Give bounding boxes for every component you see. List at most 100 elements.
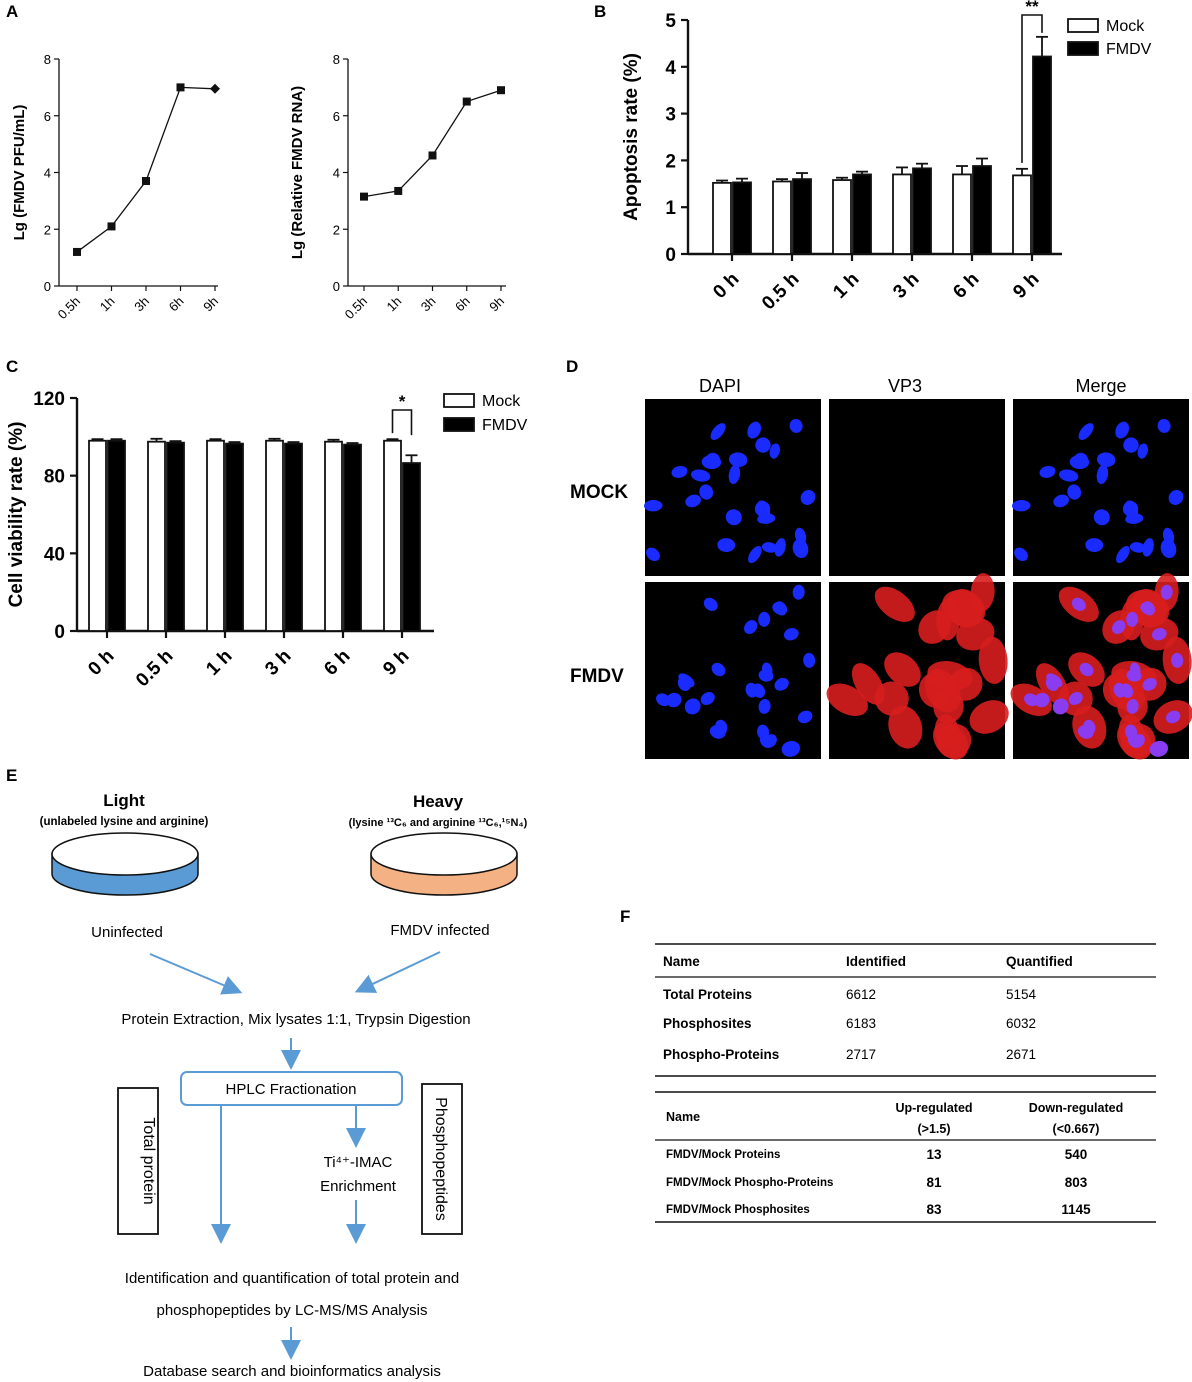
panel-label-d: D [566, 357, 578, 376]
x-tick-label: 1 h [829, 269, 863, 303]
dapi-nucleus [646, 547, 660, 562]
legend-swatch [443, 393, 475, 408]
dapi-nucleus [744, 620, 758, 634]
heavy-title: Heavy [413, 792, 464, 811]
table2-header-down-threshold: (<0.667) [1053, 1122, 1100, 1136]
y-tick-label: 2 [333, 222, 340, 237]
x-tick-label: 0.5 h [758, 269, 803, 314]
y-tick-label: 5 [665, 11, 676, 32]
x-tick-label: 0 h [709, 269, 743, 303]
dapi-nucleus [1127, 734, 1142, 748]
data-point [107, 222, 116, 231]
dapi-nucleus [1149, 740, 1169, 757]
dapi-nucleus [1012, 499, 1031, 512]
table1-header-name: Name [663, 954, 700, 969]
table2-row-up: 83 [926, 1202, 942, 1217]
identification-line-2: phosphopeptides by LC-MS/MS Analysis [157, 1302, 428, 1319]
column-label-dapi: DAPI [699, 376, 741, 396]
dapi-nucleus [769, 443, 781, 459]
data-point [73, 247, 81, 256]
table1-row-quantified: 6032 [1006, 1016, 1036, 1031]
bar [383, 439, 402, 632]
y-tick-label: 0 [333, 279, 340, 294]
table2-header-up: Up-regulated [895, 1101, 972, 1115]
x-tick-label: 9h [200, 294, 221, 315]
dapi-nucleus [1115, 421, 1130, 439]
dapi-nucleus [1142, 601, 1155, 616]
dapi-nucleus [1171, 652, 1184, 668]
dapi-nucleus [709, 725, 726, 739]
legend-label: FMDV [1106, 41, 1152, 58]
dapi-nucleus [725, 509, 742, 526]
y-tick-label: 8 [44, 52, 51, 67]
dapi-nucleus [1079, 662, 1094, 677]
arrow-heavy-to-extraction [354, 951, 441, 993]
legend-label: FMDV [482, 417, 528, 434]
bar [712, 181, 732, 255]
panel-d: D DAPI VP3 Merge MOCK FMDV [566, 357, 1192, 760]
table1-row-name: Phospho-Proteins [663, 1047, 779, 1062]
dapi-nucleus [1052, 698, 1069, 715]
table2-header-name: Name [666, 1110, 700, 1124]
dapi-nucleus [1165, 710, 1181, 724]
dapi-nucleus [1124, 500, 1139, 520]
table2-row-name: FMDV/Mock Phospho-Proteins [666, 1177, 833, 1189]
bar [1012, 174, 1032, 255]
dapi-nucleus [789, 418, 803, 433]
dapi-nucleus [1116, 546, 1130, 564]
row-label-fmdv: FMDV [570, 666, 624, 687]
panel-f: F Name Identified Quantified Total Prote… [620, 907, 1156, 1223]
y-tick-label: 120 [33, 389, 65, 410]
bar [147, 440, 166, 632]
dapi-nucleus [774, 538, 786, 557]
micrograph-fmdv-vp3 [826, 573, 1009, 760]
vp3-stained-cell [969, 700, 1009, 734]
dapi-nucleus [1071, 597, 1086, 611]
dapi-nucleus [1097, 452, 1116, 467]
y-tick-label: 2 [44, 222, 51, 237]
x-tick-label: 6 h [949, 269, 983, 303]
table2-row-name: FMDV/Mock Phosphosites [666, 1204, 810, 1216]
dapi-nucleus [703, 597, 718, 611]
y-tick-label: 4 [44, 166, 51, 181]
x-tick-label: 9 h [1009, 269, 1043, 303]
vp3-stained-cell [918, 610, 952, 644]
dapi-nucleus [699, 484, 714, 500]
dapi-nucleus [1085, 538, 1104, 552]
arrow-light-to-extraction [149, 953, 243, 995]
table2-header-up-threshold: (>1.5) [917, 1122, 950, 1136]
dapi-nucleus [756, 500, 771, 520]
heavy-subtitle: (lysine ¹³C₆ and arginine ¹³C₆,¹⁵N₄) [349, 817, 528, 829]
x-tick-label: 9 h [379, 646, 413, 680]
phosphopeptides-label: Phosphopeptides [432, 1097, 449, 1221]
dapi-nucleus [781, 740, 801, 757]
micrograph-grid [644, 399, 1192, 760]
vp3-stained-cell [978, 636, 1008, 684]
dapi-nucleus [1129, 662, 1141, 677]
dapi-nucleus [1126, 698, 1139, 714]
dapi-nucleus [774, 677, 789, 691]
x-tick-label: 3 h [889, 269, 923, 303]
x-tick-label: 1 h [202, 646, 236, 680]
dapi-nucleus [759, 734, 774, 748]
dapi-nucleus [1034, 692, 1050, 708]
bar [284, 442, 303, 632]
x-tick-label: 0.5h [55, 294, 84, 323]
vp3-stained-cell [888, 705, 923, 749]
light-subtitle: (unlabeled lysine and arginine) [40, 816, 209, 828]
dapi-nucleus [701, 455, 722, 470]
dapi-nucleus [678, 673, 695, 688]
dapi-nucleus [700, 692, 715, 706]
dapi-nucleus [1129, 542, 1146, 553]
dapi-nucleus [644, 499, 663, 512]
panel-b: B 0 1 2 3 4 5 0 h 0.5 h 1 h 3 h 6 h 9 h Apoptosis ra… [594, 0, 1152, 314]
dapi-nucleus [1067, 484, 1082, 500]
bar [206, 439, 225, 632]
light-dish-rim [51, 832, 199, 876]
total-protein-label: Total protein [140, 1117, 157, 1204]
dapi-nucleus [792, 539, 809, 559]
y-tick-label: 2 [665, 151, 676, 172]
table1-header-identified: Identified [846, 954, 906, 969]
vp3-stained-cell [884, 652, 921, 687]
data-point [428, 151, 437, 160]
